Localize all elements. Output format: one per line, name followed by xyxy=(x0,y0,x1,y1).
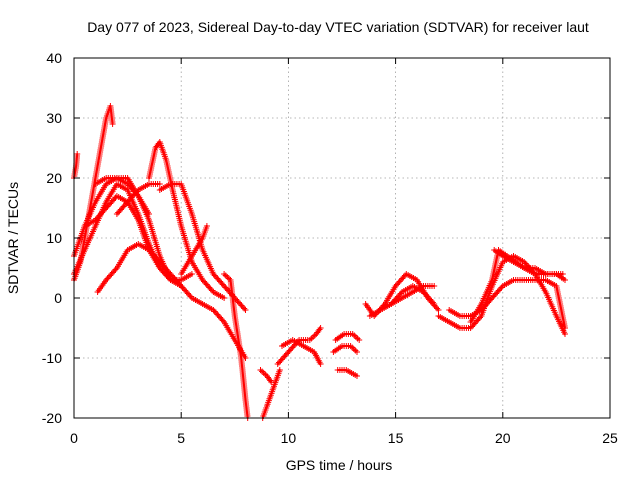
series-arc-20 xyxy=(334,367,360,379)
x-tick-label: 10 xyxy=(281,430,297,446)
series-arc-19 xyxy=(330,343,360,355)
series-arc-23 xyxy=(388,283,438,307)
data-point xyxy=(431,283,438,289)
x-tick-label: 15 xyxy=(388,430,404,446)
y-tick-label: -20 xyxy=(42,410,62,426)
grid-lines xyxy=(74,58,610,418)
data-point xyxy=(268,379,275,385)
tick-labels: 0 5 10 15 20 25 -20 -10 0 10 20 30 40 xyxy=(42,50,618,446)
data-point xyxy=(354,349,360,355)
data-point xyxy=(559,271,566,277)
data-point xyxy=(188,271,195,277)
data-point xyxy=(435,307,442,313)
series-arc-27 xyxy=(491,247,566,277)
series-arc-25 xyxy=(446,277,568,331)
series-arc-2 xyxy=(71,151,81,181)
data-point xyxy=(221,295,228,301)
data-point xyxy=(562,331,568,337)
data-point xyxy=(356,337,363,343)
series-arc-17 xyxy=(306,325,324,343)
axes xyxy=(73,57,611,419)
series-arc-13 xyxy=(259,367,283,421)
data-point xyxy=(178,277,185,283)
series-arc-7 xyxy=(92,175,152,217)
series-arc-16 xyxy=(279,337,324,367)
series-arc-24 xyxy=(435,253,568,337)
series-arc-6 xyxy=(94,241,249,361)
x-tick-label: 0 xyxy=(70,430,78,446)
series-arc-14 xyxy=(257,367,275,385)
data-point xyxy=(317,325,324,331)
x-tick-label: 25 xyxy=(602,430,618,446)
x-tick-label: 20 xyxy=(495,430,511,446)
y-tick-label: 40 xyxy=(46,50,62,66)
series-arc-18 xyxy=(332,331,363,343)
data-point xyxy=(156,181,163,187)
x-tick-label: 5 xyxy=(177,430,185,446)
series-arc-11 xyxy=(178,223,210,277)
x-axis-label: GPS time / hours xyxy=(286,457,393,473)
data-point xyxy=(276,367,283,373)
y-axis-label: SDTVAR / TECUs xyxy=(5,182,21,294)
series-arc-10 xyxy=(156,181,249,313)
data-point xyxy=(317,361,324,367)
data-point xyxy=(431,301,438,307)
data-point xyxy=(562,277,568,283)
series-line-arc-25 xyxy=(448,279,566,329)
y-tick-label: -10 xyxy=(42,350,62,366)
y-tick-label: 30 xyxy=(46,110,62,126)
series-arc-12 xyxy=(221,271,251,421)
data-point xyxy=(562,325,568,331)
y-tick-label: 0 xyxy=(54,290,62,306)
y-tick-label: 10 xyxy=(46,230,62,246)
series-layer xyxy=(71,103,568,421)
data-point xyxy=(74,151,81,157)
y-tick-label: 20 xyxy=(46,170,62,186)
data-point xyxy=(354,373,360,379)
series-arc-8 xyxy=(113,181,163,217)
data-point xyxy=(242,307,249,313)
data-point xyxy=(146,211,152,217)
chart-title: Day 077 of 2023, Sidereal Day-to-day VTE… xyxy=(87,19,589,35)
data-point xyxy=(109,121,116,127)
data-point xyxy=(203,223,210,229)
